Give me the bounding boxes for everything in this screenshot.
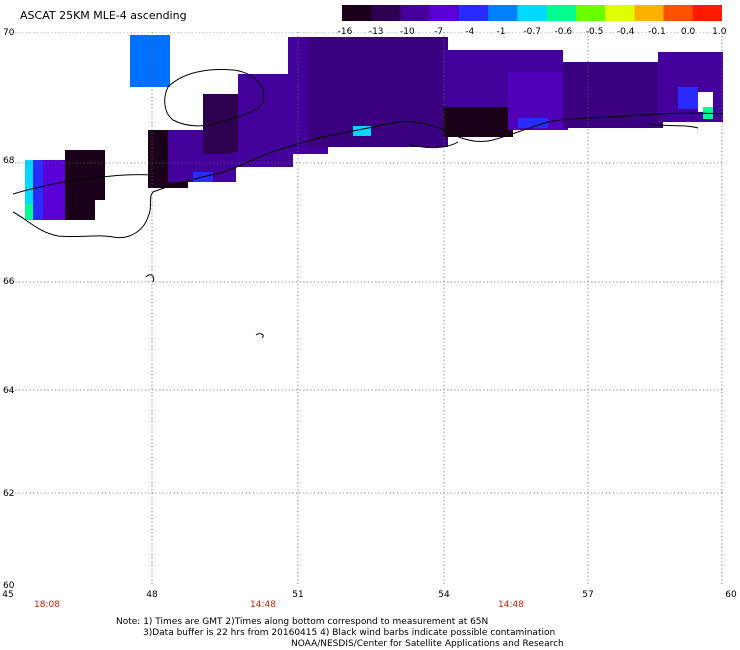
colorbar-swatch	[575, 5, 606, 21]
colorbar-tick-label: -1	[496, 27, 506, 37]
colorbar-swatch	[692, 5, 722, 21]
colorbar-swatch	[663, 5, 694, 21]
lon-label-60: 60	[725, 590, 737, 600]
colorbar-swatch	[634, 5, 665, 21]
coastline	[12, 69, 723, 339]
colorbar-tick-label: -7	[434, 27, 444, 37]
lat-label-70: 70	[3, 28, 15, 38]
graticule	[8, 32, 723, 584]
colorbar-swatch	[458, 5, 489, 21]
time-label: 14:48	[250, 600, 276, 610]
colorbar-tick-label: -10	[400, 27, 415, 37]
lon-label-48: 48	[146, 590, 158, 600]
colorbar-tick-label: -16	[337, 27, 353, 37]
colorbar-swatch	[546, 5, 577, 21]
colorbar-tick-label: -0.7	[523, 27, 541, 37]
lon-label-57: 57	[582, 590, 594, 600]
map-plot	[8, 32, 723, 584]
colorbar-tick-label: 0.0	[680, 27, 696, 37]
note-line-2: 3)Data buffer is 22 hrs from 20160415 4)…	[143, 628, 556, 638]
colorbar-swatch	[400, 5, 431, 21]
colorbar-swatch	[371, 5, 401, 21]
lon-label-54: 54	[438, 590, 450, 600]
colorbar-swatch	[488, 5, 518, 21]
lat-label-68: 68	[3, 156, 15, 166]
colorbar-swatch	[429, 5, 460, 21]
lon-label-45: 45	[2, 590, 14, 600]
note-line-1: Note: 1) Times are GMT 2)Times along bot…	[116, 617, 489, 627]
colorbar-swatch	[342, 5, 372, 21]
lat-label-62: 62	[3, 489, 15, 499]
time-label: 18:08	[34, 600, 60, 610]
colorbar-tick-label: -0.5	[585, 27, 604, 37]
colorbar	[342, 5, 722, 21]
swath-data	[25, 35, 723, 220]
map-title: ASCAT 25KM MLE-4 ascending	[20, 9, 187, 22]
note-line-3: NOAA/NESDIS/Center for Satellite Applica…	[291, 639, 564, 649]
colorbar-swatch	[605, 5, 635, 21]
lat-label-66: 66	[3, 277, 15, 287]
colorbar-tick-label: 1.0	[712, 27, 727, 37]
colorbar-tick-label: -0.4	[616, 27, 635, 37]
time-label: 14:48	[498, 600, 524, 610]
colorbar-swatch	[517, 5, 548, 21]
lat-label-60: 60	[3, 581, 15, 591]
lon-label-51: 51	[292, 590, 304, 600]
lat-label-64: 64	[3, 386, 15, 396]
